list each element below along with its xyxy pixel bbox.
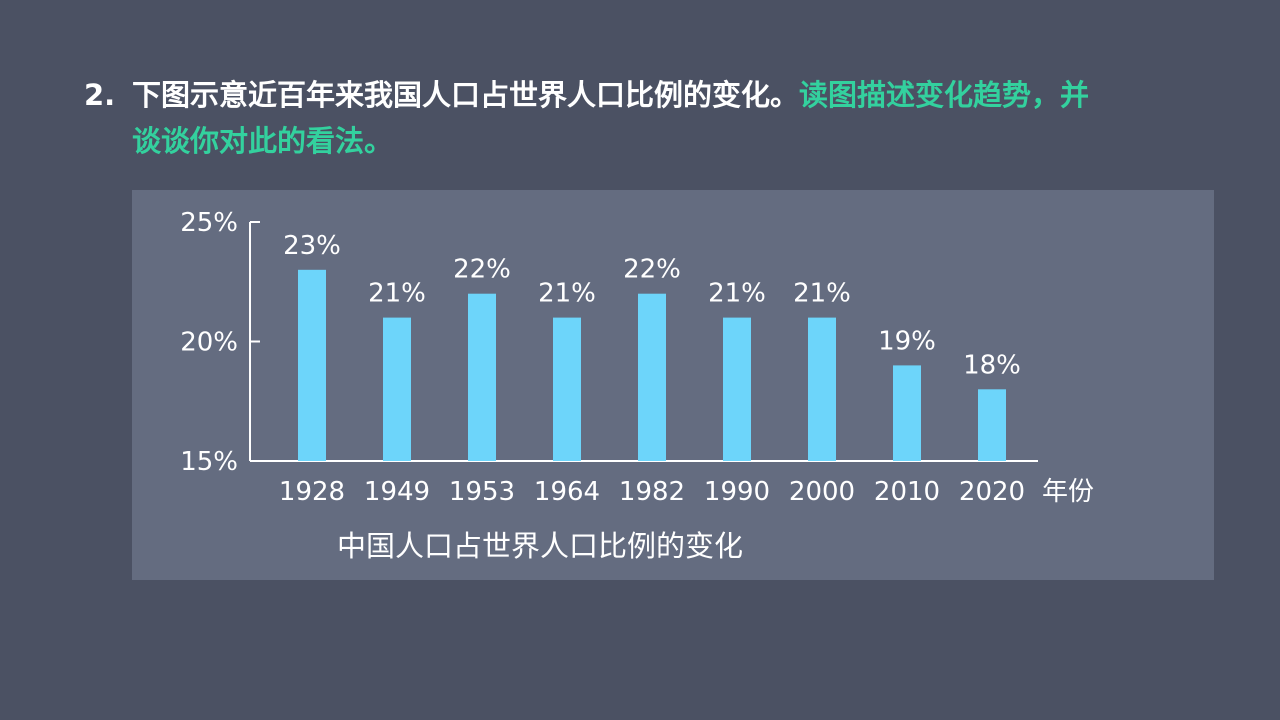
- bar-value-label: 21%: [368, 279, 426, 309]
- chart-title: 中国人口占世界人口比例的变化: [337, 529, 743, 563]
- bar: [893, 365, 921, 461]
- bar-value-label: 19%: [878, 326, 936, 356]
- bar-value-label: 21%: [793, 279, 851, 309]
- x-tick-label: 1949: [364, 477, 430, 507]
- bar-value-label: 21%: [708, 279, 766, 309]
- bar-value-label: 23%: [283, 231, 341, 261]
- bar-chart: 15% 20% 25% 23% 1928 21% 1949 22% 1953 21% 1964 22%…: [180, 208, 1094, 563]
- question-line-2: 谈谈你对此的看法。: [132, 124, 394, 158]
- bar-value-label: 21%: [538, 279, 596, 309]
- question-line-1: 2. 下图示意近百年来我国人口占世界人口比例的变化。读图描述变化趋势，并: [84, 72, 1224, 118]
- x-tick-label: 2020: [959, 477, 1025, 507]
- bar-value-label: 18%: [963, 350, 1021, 380]
- bar: [298, 269, 326, 461]
- x-tick-label: 1982: [619, 477, 685, 507]
- bar-value-label: 22%: [623, 255, 681, 285]
- x-tick-label: 1928: [279, 477, 345, 507]
- x-tick-label: 1990: [704, 477, 770, 507]
- bar-value-label: 22%: [453, 255, 511, 285]
- question-text: 2. 下图示意近百年来我国人口占世界人口比例的变化。读图描述变化趋势，并 谈谈你对…: [84, 72, 1224, 164]
- bar: [553, 317, 581, 461]
- y-tick-label: 15%: [180, 447, 238, 477]
- question-main-text: 下图示意近百年来我国人口占世界人口比例的变化。: [132, 78, 800, 112]
- bar: [468, 293, 496, 461]
- x-tick-label: 1953: [449, 477, 515, 507]
- y-tick-label: 25%: [180, 208, 238, 238]
- x-axis-label: 年份: [1042, 477, 1094, 507]
- bar: [383, 317, 411, 461]
- bar: [638, 293, 666, 461]
- chart-panel: 15% 20% 25% 23% 1928 21% 1949 22% 1953 21% 1964 22%…: [132, 190, 1214, 580]
- question-number: 2.: [84, 78, 116, 112]
- x-tick-label: 2000: [789, 477, 855, 507]
- x-tick-label: 1964: [534, 477, 600, 507]
- bar: [978, 389, 1006, 461]
- bar: [808, 317, 836, 461]
- y-tick-label: 20%: [180, 328, 238, 358]
- question-highlight-text-1: 读图描述变化趋势，并: [799, 78, 1090, 112]
- x-tick-label: 2010: [874, 477, 940, 507]
- bar: [723, 317, 751, 461]
